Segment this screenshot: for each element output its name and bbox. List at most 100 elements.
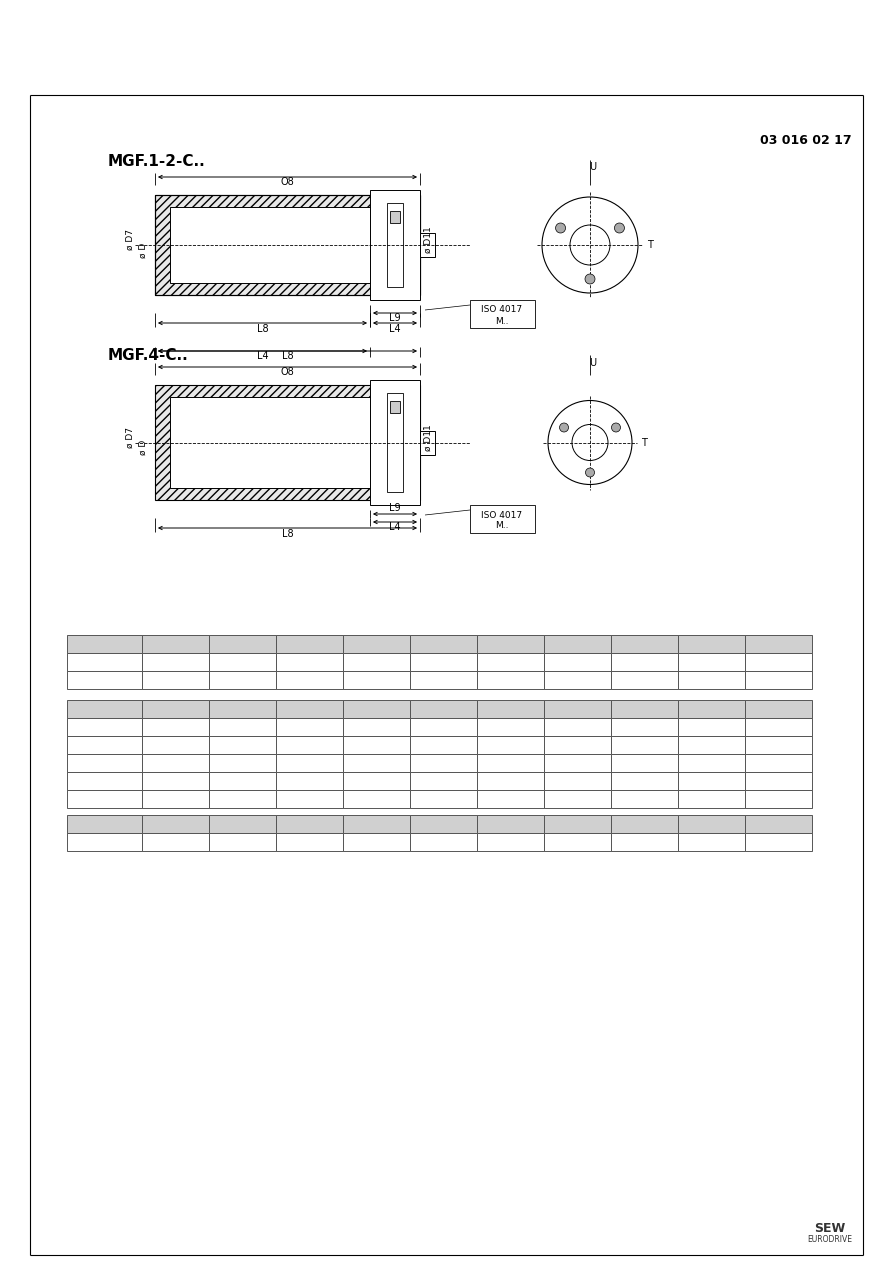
Bar xyxy=(67,653,142,671)
Bar xyxy=(155,195,420,296)
Bar xyxy=(678,834,745,851)
Bar xyxy=(678,772,745,789)
Text: M..: M.. xyxy=(496,522,509,530)
Bar xyxy=(142,772,209,789)
Text: L8: L8 xyxy=(256,325,268,333)
Bar xyxy=(276,834,343,851)
Bar xyxy=(544,736,611,754)
Bar xyxy=(477,635,544,653)
Text: O8: O8 xyxy=(280,177,295,187)
Bar xyxy=(410,671,477,690)
Bar xyxy=(276,772,343,789)
Bar xyxy=(276,653,343,671)
Bar xyxy=(276,754,343,772)
Bar xyxy=(343,754,410,772)
Bar xyxy=(410,717,477,736)
Bar xyxy=(745,772,812,789)
Bar xyxy=(745,653,812,671)
Bar xyxy=(477,815,544,834)
Text: L9: L9 xyxy=(389,313,401,323)
Text: ø D11: ø D11 xyxy=(423,226,432,254)
Bar xyxy=(745,671,812,690)
Bar xyxy=(67,717,142,736)
Bar xyxy=(410,834,477,851)
Bar xyxy=(343,772,410,789)
Bar xyxy=(470,505,535,533)
Bar xyxy=(209,834,276,851)
Text: ISO 4017: ISO 4017 xyxy=(481,306,522,314)
Bar xyxy=(276,635,343,653)
Bar xyxy=(410,789,477,808)
Bar xyxy=(544,772,611,789)
Text: MGF.4-C..: MGF.4-C.. xyxy=(108,347,188,362)
Text: U: U xyxy=(589,162,597,172)
Bar xyxy=(544,754,611,772)
Bar xyxy=(544,789,611,808)
Bar xyxy=(477,717,544,736)
Bar xyxy=(67,834,142,851)
Circle shape xyxy=(612,423,621,432)
Bar xyxy=(390,211,400,224)
Bar xyxy=(477,834,544,851)
Bar xyxy=(67,815,142,834)
Bar xyxy=(544,635,611,653)
Bar xyxy=(410,700,477,717)
Bar xyxy=(67,754,142,772)
Bar xyxy=(276,671,343,690)
Bar xyxy=(67,700,142,717)
Bar xyxy=(420,232,435,256)
Circle shape xyxy=(560,423,569,432)
Bar xyxy=(343,736,410,754)
Bar xyxy=(544,653,611,671)
Bar xyxy=(67,789,142,808)
Text: EURODRIVE: EURODRIVE xyxy=(807,1235,853,1244)
Bar xyxy=(477,772,544,789)
Bar xyxy=(611,736,678,754)
Bar xyxy=(477,754,544,772)
Bar xyxy=(611,772,678,789)
Text: U: U xyxy=(589,357,597,368)
Bar xyxy=(745,700,812,717)
Bar xyxy=(745,754,812,772)
Bar xyxy=(209,736,276,754)
Bar xyxy=(343,834,410,851)
Bar xyxy=(611,671,678,690)
Bar xyxy=(477,700,544,717)
Text: MGF.1-2-C..: MGF.1-2-C.. xyxy=(108,154,205,169)
Bar xyxy=(745,815,812,834)
Circle shape xyxy=(586,469,595,477)
Text: 03 016 02 17: 03 016 02 17 xyxy=(760,134,852,147)
Bar xyxy=(410,736,477,754)
Bar xyxy=(544,717,611,736)
Bar xyxy=(209,671,276,690)
Bar xyxy=(170,207,370,283)
Bar xyxy=(544,815,611,834)
Bar xyxy=(611,754,678,772)
Bar xyxy=(142,789,209,808)
Bar xyxy=(470,301,535,328)
Bar xyxy=(745,736,812,754)
Text: ø D: ø D xyxy=(138,440,147,455)
Bar xyxy=(611,789,678,808)
Bar xyxy=(209,789,276,808)
Bar xyxy=(67,671,142,690)
Bar xyxy=(343,717,410,736)
Text: SEW: SEW xyxy=(814,1221,846,1234)
Bar xyxy=(142,815,209,834)
Bar xyxy=(678,736,745,754)
Bar xyxy=(67,736,142,754)
Bar xyxy=(611,653,678,671)
Bar xyxy=(67,635,142,653)
Bar xyxy=(611,700,678,717)
Bar xyxy=(343,700,410,717)
Bar xyxy=(678,671,745,690)
Text: L8: L8 xyxy=(281,529,293,539)
Bar xyxy=(745,635,812,653)
Bar xyxy=(343,815,410,834)
Text: L4: L4 xyxy=(256,351,268,361)
Bar xyxy=(410,635,477,653)
Bar xyxy=(611,717,678,736)
Bar xyxy=(209,653,276,671)
Bar xyxy=(276,815,343,834)
Text: ø D7: ø D7 xyxy=(126,230,135,250)
